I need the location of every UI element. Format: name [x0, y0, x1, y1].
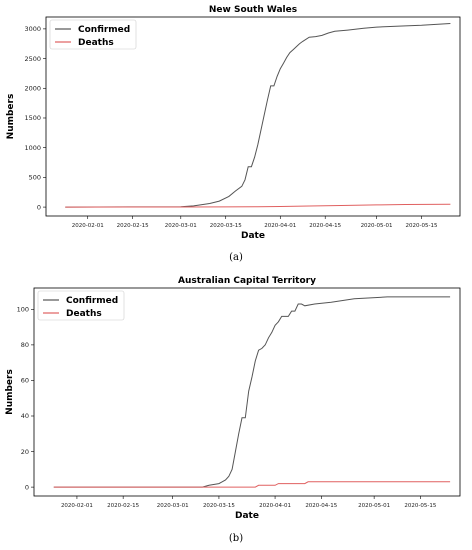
act-line-chart: Australian Capital Territory 0 20 40 60 80 100… — [5, 276, 461, 521]
legend-box — [37, 290, 125, 321]
chart-panel-act: Australian Capital Territory 0 20 40 60 80 100… — [0, 270, 472, 528]
series-line-deaths — [53, 481, 451, 488]
legend: Confirmed Deaths — [37, 290, 125, 321]
x-tick-label: 2020-02-15 — [107, 503, 139, 509]
legend-label-deaths: Deaths — [78, 38, 114, 48]
x-tick-label: 2020-05-15 — [406, 223, 438, 229]
y-tick-label: 100 — [17, 306, 29, 314]
plot-frame — [33, 287, 461, 497]
x-tick-label: 2020-04-15 — [309, 223, 341, 229]
x-tick-label: 2020-04-01 — [264, 223, 296, 229]
x-tick-label: 2020-03-15 — [203, 503, 235, 509]
series-line-confirmed — [53, 296, 451, 488]
caption-b: (b) — [228, 533, 244, 544]
chart-panel-nsw: New South Wales 0 500 1000 1500 2000 2500 3000 2… — [0, 0, 472, 250]
x-tick-label: 2020-04-15 — [305, 503, 337, 509]
plot-frame — [45, 16, 461, 217]
x-tick-label: 2020-03-15 — [210, 223, 242, 229]
series-line-deaths — [65, 203, 451, 208]
legend-label-confirmed: Confirmed — [66, 296, 118, 306]
y-tick-label: 2000 — [24, 84, 41, 92]
y-tick-label: 0 — [25, 483, 29, 491]
y-tick-label: 40 — [21, 412, 29, 420]
x-tick-label: 2020-05-15 — [404, 503, 436, 509]
y-axis-label: Numbers — [6, 94, 16, 140]
y-tick-label: 1000 — [24, 144, 41, 152]
y-tick-label: 80 — [21, 341, 29, 349]
series-line-confirmed — [65, 23, 451, 208]
y-tick-label: 0 — [37, 203, 41, 211]
x-tick-label: 2020-05-01 — [358, 503, 390, 509]
chart-title: Australian Capital Territory — [178, 276, 316, 286]
x-tick-label: 2020-04-01 — [259, 503, 291, 509]
legend-box — [49, 19, 137, 50]
x-tick-label: 2020-05-01 — [361, 223, 393, 229]
x-tick-label: 2020-03-01 — [165, 223, 197, 229]
y-tick-label: 60 — [21, 377, 29, 385]
x-tick-label: 2020-02-01 — [72, 223, 104, 229]
x-axis-label: Date — [241, 231, 265, 241]
legend-label-confirmed: Confirmed — [78, 25, 130, 35]
x-tick-label: 2020-02-15 — [117, 223, 149, 229]
y-tick-label: 1500 — [24, 114, 41, 122]
legend: Confirmed Deaths — [49, 19, 137, 50]
y-tick-label: 3000 — [24, 25, 41, 33]
y-axis-label: Numbers — [5, 369, 15, 415]
y-tick-label: 500 — [29, 174, 41, 182]
legend-label-deaths: Deaths — [66, 309, 102, 319]
caption-a: (a) — [229, 252, 243, 263]
x-axis-label: Date — [235, 511, 259, 521]
y-tick-label: 20 — [21, 448, 29, 456]
chart-title: New South Wales — [209, 5, 297, 15]
x-tick-label: 2020-03-01 — [157, 503, 189, 509]
y-tick-label: 2500 — [24, 55, 41, 63]
nsw-line-chart: New South Wales 0 500 1000 1500 2000 2500 3000 2… — [6, 5, 461, 241]
x-tick-label: 2020-02-01 — [61, 503, 93, 509]
